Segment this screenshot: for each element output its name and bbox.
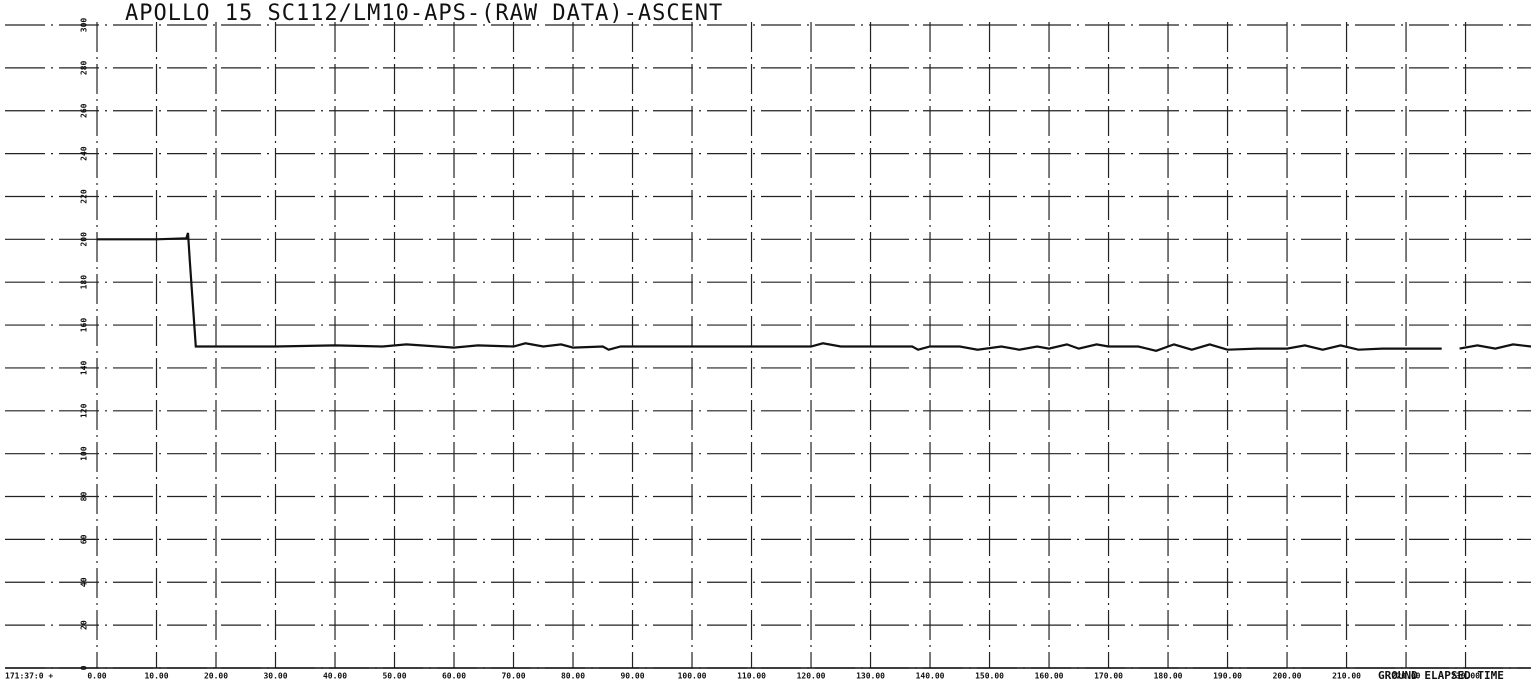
data-line — [97, 232, 1442, 352]
y-tick-label: 20 — [80, 620, 89, 630]
x-tick-label: 20.00 — [204, 672, 228, 681]
y-tick-label: 120 — [80, 403, 89, 418]
x-tick-label: 180.00 — [1154, 672, 1183, 681]
x-tick-label: 120.00 — [797, 672, 826, 681]
x-tick-label: 190.00 — [1213, 672, 1242, 681]
y-tick-label: 80 — [80, 492, 89, 502]
x-tick-label: 30.00 — [263, 672, 287, 681]
x-tick-label: 220.00 — [1392, 672, 1421, 681]
y-tick-label: 60 — [80, 534, 89, 544]
x-tick-label: 210.00 — [1332, 672, 1361, 681]
chart-title: APOLLO 15 SC112/LM10-APS-(RAW DATA)-ASCE… — [125, 1, 723, 26]
y-tick-label: 200 — [80, 232, 89, 247]
x-tick-label: 40.00 — [323, 672, 347, 681]
y-tick-label: 160 — [80, 318, 89, 333]
y-tick-label: 220 — [80, 189, 89, 204]
x-tick-label: 0.00 — [87, 672, 106, 681]
x-tick-label: 230.00 — [1451, 672, 1480, 681]
x-tick-label: 10.00 — [144, 672, 168, 681]
x-tick-label: 60.00 — [442, 672, 466, 681]
x-tick-label: 200.00 — [1273, 672, 1302, 681]
data-line — [1459, 343, 1532, 350]
y-tick-label: 280 — [80, 60, 89, 75]
x-tick-label: 110.00 — [737, 672, 766, 681]
x-tick-label: 140.00 — [916, 672, 945, 681]
x-axis-label: GROUND ELAPSED TIME — [1378, 669, 1504, 682]
x-tick-label: 90.00 — [620, 672, 644, 681]
x-tick-label: 170.00 — [1094, 672, 1123, 681]
y-tick-label: 180 — [80, 275, 89, 290]
y-tick-label: 100 — [80, 446, 89, 461]
y-tick-label: 240 — [80, 146, 89, 161]
y-tick-label: 40 — [80, 577, 89, 587]
x-tick-label: 150.00 — [975, 672, 1004, 681]
x-tick-label: 160.00 — [1035, 672, 1064, 681]
x-tick-label: 80.00 — [561, 672, 585, 681]
y-tick-label: 260 — [80, 103, 89, 118]
x-tick-label: 70.00 — [501, 672, 525, 681]
x-origin-label: 171:37:0 + — [5, 672, 53, 681]
x-tick-label: 100.00 — [678, 672, 707, 681]
y-tick-label: 140 — [80, 361, 89, 376]
y-tick-label: 300 — [80, 18, 89, 33]
x-tick-label: 50.00 — [382, 672, 406, 681]
x-tick-label: 130.00 — [856, 672, 885, 681]
